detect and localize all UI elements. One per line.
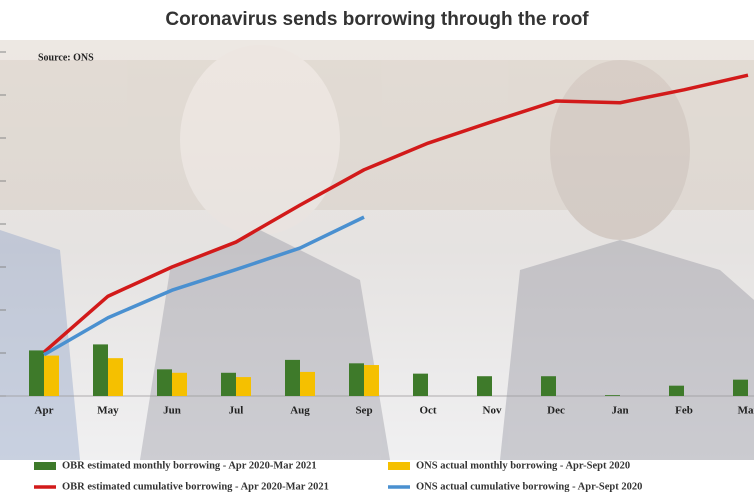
line bbox=[42, 73, 749, 354]
x-tick-label: Jun bbox=[163, 405, 181, 417]
bar bbox=[349, 363, 364, 396]
bar bbox=[477, 376, 492, 396]
photo-shapes bbox=[0, 45, 754, 460]
bar bbox=[669, 385, 684, 396]
bar bbox=[93, 344, 108, 396]
bar bbox=[236, 377, 251, 396]
legend-label: OBR estimated cumulative borrowing - Apr… bbox=[62, 481, 329, 492]
bar bbox=[285, 359, 300, 396]
x-tick-label: Mar bbox=[738, 405, 754, 417]
legend-label: ONS actual monthly borrowing - Apr-Sept … bbox=[416, 460, 630, 471]
legend-label: OBR estimated monthly borrowing - Apr 20… bbox=[62, 460, 317, 471]
bar bbox=[44, 355, 59, 396]
x-tick-label: Oct bbox=[419, 405, 436, 417]
bar bbox=[733, 379, 748, 396]
legend-swatch bbox=[34, 462, 56, 470]
bar bbox=[605, 395, 620, 396]
source-note: Source: ONS bbox=[38, 52, 94, 63]
bar bbox=[157, 369, 172, 396]
x-tick-label: Nov bbox=[483, 405, 502, 417]
x-tick-label: Aug bbox=[290, 405, 310, 417]
legend-label: ONS actual cumulative borrowing - Apr-Se… bbox=[416, 481, 642, 492]
x-tick-label: Apr bbox=[35, 405, 54, 417]
bar bbox=[221, 372, 236, 396]
bar bbox=[300, 371, 315, 396]
x-tick-label: Jan bbox=[611, 405, 628, 417]
bar bbox=[413, 373, 428, 396]
line bbox=[43, 215, 365, 357]
x-tick-label: Sep bbox=[355, 405, 372, 417]
x-tick-label: Feb bbox=[675, 405, 693, 417]
bar bbox=[364, 365, 379, 396]
chart-overlay bbox=[0, 40, 754, 460]
bar bbox=[108, 358, 123, 396]
x-tick-label: Dec bbox=[547, 405, 565, 417]
chart-title: Coronavirus sends borrowing through the … bbox=[165, 9, 589, 30]
bar bbox=[172, 372, 187, 396]
legend-swatch bbox=[388, 462, 410, 470]
bar bbox=[29, 350, 44, 396]
x-tick-label: May bbox=[97, 405, 119, 417]
x-tick-label: Jul bbox=[229, 405, 244, 417]
bar bbox=[541, 376, 556, 396]
